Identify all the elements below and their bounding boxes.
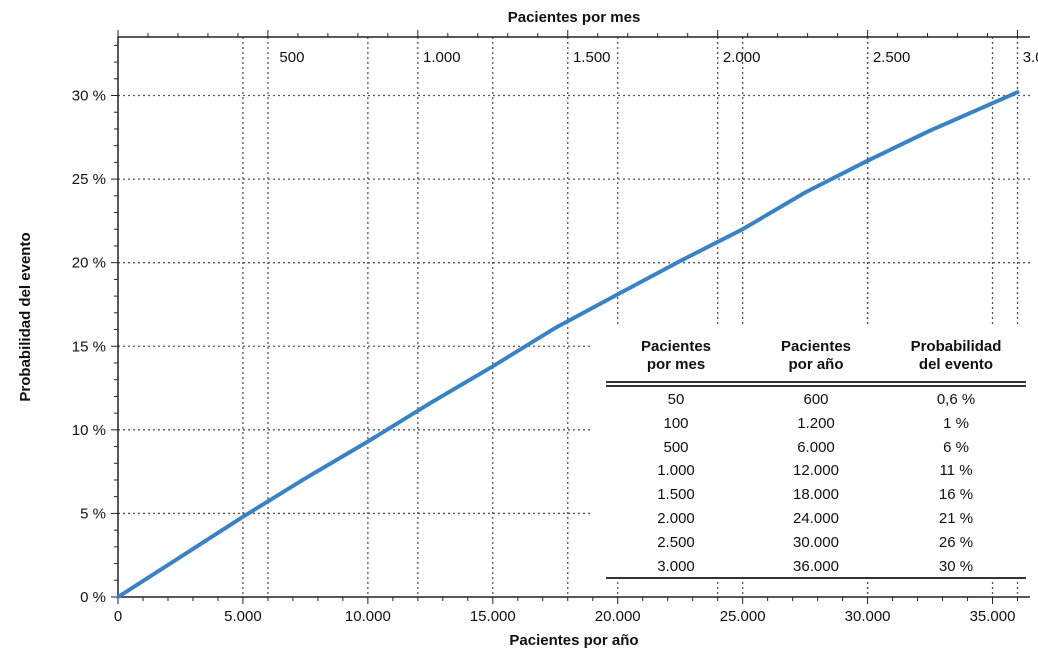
table-header-rule-top	[606, 381, 1026, 383]
x2-tick-label: 2.000	[723, 49, 761, 66]
table-header-year-line1: Pacientes	[780, 338, 852, 355]
table-cell: 11 %	[939, 462, 973, 480]
x-tick-label: 30.000	[845, 608, 891, 625]
table-cell: 12.000	[793, 462, 839, 480]
axes	[117, 36, 1030, 598]
data-table: Pacientes por mes Pacientes por año Prob…	[592, 326, 1032, 581]
table-cell: 100	[663, 414, 689, 432]
table-cell: 3.000	[657, 557, 695, 575]
table-cell: 24.000	[793, 510, 839, 527]
x2-tick-label: 500	[279, 49, 304, 66]
table-cell: 500	[663, 438, 689, 456]
table-cell: 1.000	[657, 462, 695, 480]
x-tick-label: 35.000	[970, 608, 1016, 625]
table-header-month-line1: Pacientes	[640, 338, 712, 355]
table-cell: 600	[803, 391, 829, 408]
table-header-probability: Probabilidad del evento	[886, 338, 1026, 374]
table-header-month: Pacientes por mes	[606, 338, 746, 374]
table-cell: 26 %	[938, 533, 974, 551]
table-cell: 2.000	[657, 510, 695, 527]
table-cell: 1.200	[797, 414, 835, 432]
x-tick-label: 25.000	[720, 608, 766, 625]
table-cell: 21 %	[938, 510, 974, 527]
x-tick-label: 15.000	[470, 608, 516, 625]
y-tick-label: 5 %	[80, 505, 106, 522]
table-cell: 36.000	[793, 557, 839, 575]
table-cell: 1.500	[657, 486, 695, 504]
x-tick-label: 0	[114, 608, 122, 625]
y-tick-label: 20 %	[72, 255, 106, 272]
y-tick-label: 10 %	[72, 422, 106, 439]
y-axis-title: Probabilidad del evento	[17, 232, 34, 401]
table-bottom-rule	[606, 577, 1026, 579]
table-header-month-line2: por mes	[646, 356, 706, 373]
table-header-year-line2: por año	[788, 356, 844, 373]
x-axis-title: Pacientes por año	[509, 632, 638, 649]
y-tick-label: 30 %	[72, 88, 106, 105]
table-cell: 2.500	[657, 533, 695, 551]
y-tick-label: 15 %	[72, 338, 106, 355]
table-cell: 16 %	[938, 486, 974, 504]
table-header-year: Pacientes por año	[746, 338, 886, 374]
x2-tick-label: 1.500	[573, 49, 611, 66]
table-header-rule-bottom	[606, 385, 1026, 387]
table-cell: 1 %	[943, 414, 969, 432]
table-cell: 0,6 %	[936, 391, 976, 408]
x-tick-label: 5.000	[224, 608, 262, 625]
table-cell: 50	[667, 391, 685, 408]
y-tick-label: 0 %	[80, 589, 106, 606]
x-tick-label: 10.000	[345, 608, 391, 625]
table-cell: 6 %	[943, 438, 969, 456]
top-axis-title: Pacientes por mes	[508, 9, 641, 26]
table-cell: 30 %	[938, 557, 974, 575]
table-header-probability-line1: Probabilidad	[910, 338, 1002, 355]
table-header-probability-line2: del evento	[918, 356, 994, 373]
ticks: 0 5.000 10.000 15.000 20.000 25.000 30.000 35.0…	[72, 30, 1038, 625]
series	[116, 90, 1020, 599]
table-cell: 6.000	[797, 438, 835, 456]
series-line	[116, 90, 1020, 599]
table-cell: 30.000	[793, 533, 839, 551]
x2-tick-label: 2.500	[873, 49, 911, 66]
x2-tick-label: 1.000	[423, 49, 461, 66]
x2-tick-label: 3.000	[1023, 49, 1038, 66]
table-cell: 18.000	[793, 486, 839, 504]
x-tick-label: 20.000	[595, 608, 641, 625]
y-tick-label: 25 %	[72, 171, 106, 188]
